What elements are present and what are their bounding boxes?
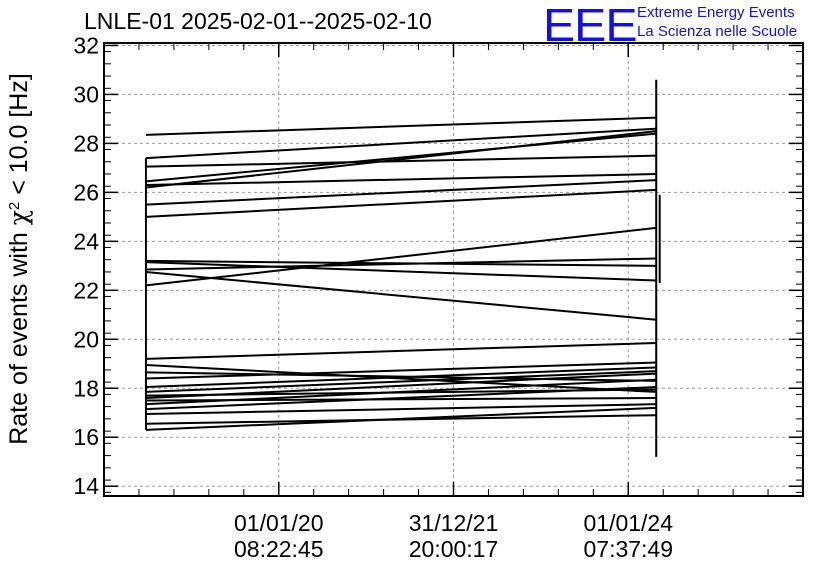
series-segment-23 xyxy=(145,378,657,406)
series-segment-19 xyxy=(145,370,657,393)
series-lines xyxy=(144,79,661,457)
y-axis-label: Rate of events with χ2 < 10.0 [Hz] xyxy=(4,73,33,445)
series-segment-12 xyxy=(145,270,657,321)
series-segment-10 xyxy=(145,261,657,282)
series-segment-14 xyxy=(145,341,657,360)
x-tick-label-time: 07:37:49 xyxy=(583,536,673,562)
x-tick-label-date: 01/01/24 xyxy=(583,510,673,536)
x-tick-label-date: 31/12/21 xyxy=(409,510,499,536)
series-segment-3 xyxy=(145,154,657,168)
series-segment-24 xyxy=(145,386,657,411)
series-segment-6 xyxy=(145,130,657,189)
y-tick-label: 22 xyxy=(73,277,99,303)
axis-ticks xyxy=(104,43,803,496)
series-segment-27 xyxy=(145,406,657,431)
x-tick-label-date: 01/01/20 xyxy=(234,510,324,536)
chart-title: LNLE-01 2025-02-01--2025-02-10 xyxy=(84,8,432,34)
series-segment-7 xyxy=(145,179,657,206)
logo-line-1: Extreme Energy Events xyxy=(637,4,795,21)
series-segment-13 xyxy=(145,226,657,287)
series-segment-11 xyxy=(145,257,657,271)
y-tick-labels: 14 16 18 20 22 24 26 28 30 32 xyxy=(73,32,99,499)
series-segment-5 xyxy=(145,173,657,187)
series-segment-17 xyxy=(145,361,657,380)
y-tick-label: 16 xyxy=(73,424,99,450)
x-tick-label-time: 20:00:17 xyxy=(409,536,499,562)
series-segment-8 xyxy=(145,188,657,218)
y-tick-label: 32 xyxy=(73,32,99,58)
series-segment-4 xyxy=(145,132,657,183)
y-tick-label: 20 xyxy=(73,326,99,352)
series-segment-25 xyxy=(145,403,657,415)
y-tick-label: 14 xyxy=(73,473,99,499)
y-tick-label: 18 xyxy=(73,375,99,401)
series-segment-18 xyxy=(145,366,657,389)
y-tick-label: 28 xyxy=(73,130,99,156)
series-segment-2 xyxy=(145,127,657,160)
y-tick-label: 30 xyxy=(73,81,99,107)
series-segment-21 xyxy=(145,372,657,400)
y-tick-label: 26 xyxy=(73,179,99,205)
x-tick-label-time: 08:22:45 xyxy=(234,536,324,562)
series-segment-1 xyxy=(145,116,657,136)
eee-logo-text: Extreme Energy Events La Scienza nelle S… xyxy=(637,3,797,41)
logo-line-2: La Scienza nelle Scuole xyxy=(637,23,798,40)
y-tick-label: 24 xyxy=(73,228,99,254)
series-segment-15 xyxy=(145,363,657,393)
